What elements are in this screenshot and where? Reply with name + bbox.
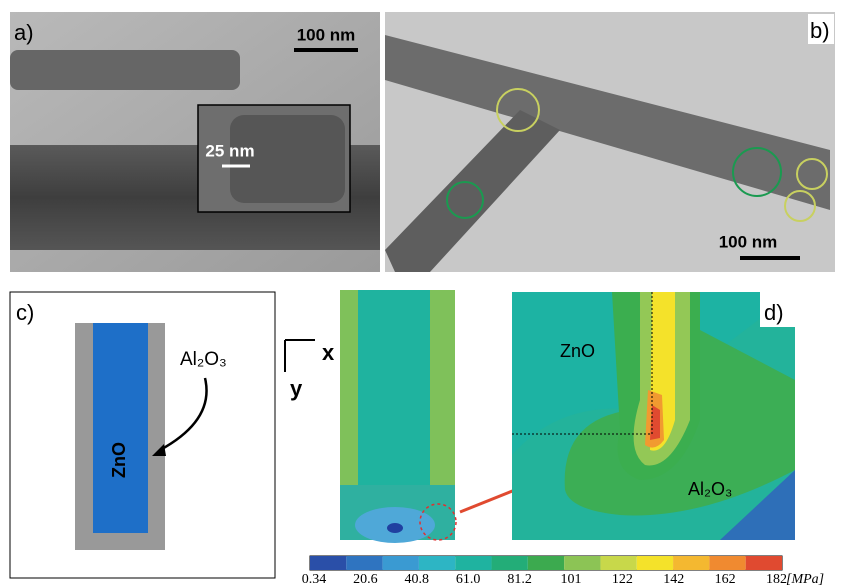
panel-b: b) 100 nm xyxy=(385,12,835,272)
axis-label: y xyxy=(290,376,303,401)
panel-label: a) xyxy=(14,20,34,45)
panel-label: c) xyxy=(16,300,34,325)
scale-text: 25 nm xyxy=(205,141,254,160)
colorbar-tick-label: 162 xyxy=(715,572,736,587)
colorbar-segment xyxy=(746,556,782,570)
colorbar-segment xyxy=(600,556,636,570)
axis-label: x xyxy=(322,340,335,365)
colorbar-tick-label: 40.8 xyxy=(405,572,430,587)
core xyxy=(93,323,148,533)
core-label: ZnO xyxy=(560,341,595,361)
colorbar-segment xyxy=(455,556,491,570)
shell-label: Al₂O₃ xyxy=(180,349,227,370)
panel-c: c) ZnO Al₂O₃ xyxy=(10,292,275,578)
colorbar-tick-label: 0.34 xyxy=(302,572,327,587)
figure: a) 100 nm 25 nm b) 100 nm c) ZnO Al₂O₃ x xyxy=(0,0,844,588)
colorbar-segment xyxy=(419,556,455,570)
colorbar-tick-label: 20.6 xyxy=(353,572,378,587)
colorbar-segment xyxy=(383,556,419,570)
colorbar: 0.34 20.6 40.8 61.0 81.2 101 122 142 162 182[MPa] xyxy=(302,556,824,587)
simulation xyxy=(340,290,540,543)
sim-region xyxy=(387,523,403,533)
colorbar-unit: [MPa] xyxy=(786,572,824,587)
panel-label: d) xyxy=(764,300,784,325)
panel-d: d) ZnO Al₂O₃ xyxy=(512,292,795,540)
colorbar-segment xyxy=(564,556,600,570)
colorbar-tick-label: 81.2 xyxy=(507,572,532,587)
colorbar-tick-label: 182 xyxy=(766,572,787,587)
colorbar-segment xyxy=(528,556,564,570)
core-label: ZnO xyxy=(109,442,129,478)
colorbar-segment xyxy=(637,556,673,570)
colorbar-tick-label: 101 xyxy=(560,572,581,587)
panel-label: b) xyxy=(810,18,830,43)
axes: x y xyxy=(285,340,335,401)
colorbar-segment xyxy=(492,556,528,570)
scale-text: 100 nm xyxy=(719,232,778,251)
colorbar-segment xyxy=(346,556,382,570)
colorbar-segment xyxy=(310,556,346,570)
scale-text: 100 nm xyxy=(297,25,356,44)
colorbar-segment xyxy=(673,556,709,570)
colorbar-tick-label: 122 xyxy=(612,572,633,587)
colorbar-tick-label: 61.0 xyxy=(456,572,481,587)
panel-a: a) 100 nm 25 nm xyxy=(10,12,380,272)
nanorod xyxy=(10,50,240,90)
colorbar-tick-label: 142 xyxy=(663,572,684,587)
colorbar-segment xyxy=(709,556,745,570)
shell-label: Al₂O₃ xyxy=(688,479,732,499)
